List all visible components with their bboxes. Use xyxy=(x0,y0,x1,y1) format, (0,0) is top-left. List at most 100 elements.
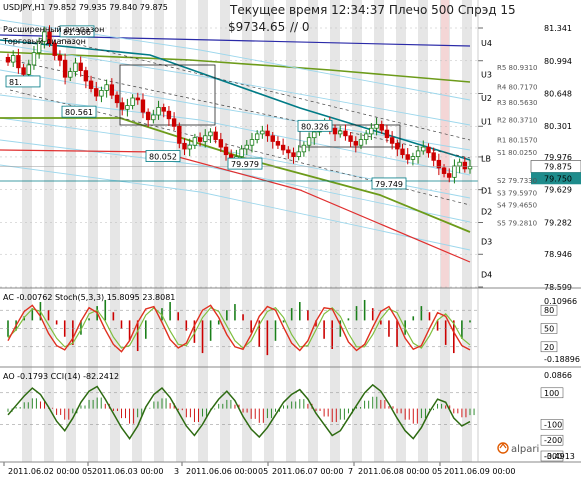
ref-price-box xyxy=(531,172,581,185)
candle-body xyxy=(275,141,281,146)
indicator-line xyxy=(0,94,471,176)
session-band xyxy=(22,0,32,462)
candle-body xyxy=(114,94,120,104)
candle-body xyxy=(99,90,104,97)
candle-body xyxy=(338,130,343,135)
osc2-scale-label: -0.4913 xyxy=(544,452,575,461)
candle-body xyxy=(213,131,218,140)
candle-body xyxy=(94,88,99,97)
candle-body xyxy=(52,42,57,56)
osc2-level-box xyxy=(540,419,564,430)
candle-body xyxy=(395,142,400,150)
overlay-range-2: Торговый диапазон xyxy=(2,37,86,46)
price-tag-box xyxy=(227,157,263,170)
pivot-value-label: S4 79.4650 xyxy=(497,202,537,210)
candle-body xyxy=(21,67,26,75)
candle-body xyxy=(400,148,405,156)
candle-body xyxy=(140,99,146,113)
indicator-line xyxy=(0,51,471,83)
osc2-scale-label: 0.0866 xyxy=(544,371,572,380)
candle-body xyxy=(379,124,384,131)
candle-body xyxy=(426,146,431,154)
pivot-label: U2 xyxy=(481,94,492,103)
price-tag-label: 80.326 xyxy=(301,122,329,131)
candle-body xyxy=(109,84,115,96)
candle-body xyxy=(26,64,31,75)
candle-body xyxy=(218,139,224,148)
candle-body xyxy=(270,135,275,142)
pivot-value-label: R3 80.5630 xyxy=(497,99,538,107)
candle-body xyxy=(447,173,452,178)
osc2-scale-label: -300 xyxy=(544,452,562,461)
candle-body xyxy=(441,167,447,174)
grid-lines: 81.341 80.994 80.648 80.301 79.976 79.629 79.2… xyxy=(0,24,572,292)
candle-body xyxy=(47,31,52,44)
candle-body xyxy=(5,56,11,63)
pivot-value-label: S1 80.0250 xyxy=(497,149,537,157)
time-label: 2011.06.07 00:00 xyxy=(272,467,343,476)
candle-body xyxy=(374,124,379,129)
candle-body xyxy=(343,130,348,137)
stoch-signal-line xyxy=(7,306,471,349)
osc2-scale-label: -100 xyxy=(544,420,562,429)
osc2-scale-label: -200 xyxy=(544,436,562,445)
candle-body xyxy=(348,135,353,142)
candle-body xyxy=(125,105,130,110)
candle-body xyxy=(384,129,390,139)
indicator-line xyxy=(0,139,471,223)
pivot-label: LB xyxy=(481,154,491,163)
osc1-label: AC -0.00762 Stoch(5,3,3) 15.8095 23.8081 xyxy=(3,293,175,302)
pivot-label: U4 xyxy=(481,39,492,48)
candle-body xyxy=(10,55,16,63)
price-tag-label: 80.052 xyxy=(149,153,177,162)
session-band xyxy=(88,0,98,462)
brand-name: alpari xyxy=(511,444,539,455)
stoch-main-line xyxy=(7,304,471,353)
candle-body xyxy=(78,62,83,71)
candle-body xyxy=(239,148,244,157)
equity-value: $9734.65 xyxy=(228,20,285,34)
price-tick-label: 80.994 xyxy=(544,57,572,66)
candle-body xyxy=(171,118,177,127)
time-short-label: 05 xyxy=(82,467,92,476)
session-band xyxy=(242,0,252,462)
candle-body xyxy=(260,130,265,135)
price-tag-box xyxy=(5,75,41,88)
candle-body xyxy=(182,142,187,150)
pivot-value-label: S2 79.7330 xyxy=(497,177,537,185)
candle-body xyxy=(421,146,426,152)
session-band xyxy=(352,0,362,462)
session-band xyxy=(374,0,384,462)
candle-body xyxy=(415,150,421,157)
price-tag-box xyxy=(371,177,407,190)
symbol-ohlc: USDJPY,H1 79.852 79.935 79.840 79.875 xyxy=(3,3,168,12)
pivot-label: U3 xyxy=(481,70,492,79)
candlesticks xyxy=(5,25,473,184)
candle-body xyxy=(369,127,374,135)
osc1-level-box xyxy=(540,341,558,353)
osc1-scale-label: -0.18896 xyxy=(544,355,580,364)
time-label: 2011.06.02 00:00 xyxy=(8,467,79,476)
candle-body xyxy=(286,149,291,154)
candle-body xyxy=(462,161,468,170)
session-band xyxy=(110,0,120,462)
pivot-label: D4 xyxy=(481,271,492,280)
candle-body xyxy=(161,107,166,112)
candle-body xyxy=(452,165,457,178)
pivot-value-label: R5 80.9310 xyxy=(497,64,538,72)
session-band xyxy=(66,0,76,462)
candle-body xyxy=(291,152,296,157)
candle-body xyxy=(36,40,42,54)
candle-body xyxy=(135,97,140,101)
session-band xyxy=(308,0,318,462)
candle-body xyxy=(68,71,73,78)
candle-body xyxy=(42,31,47,42)
session-band xyxy=(264,0,274,462)
price-tag-label: 79.979 xyxy=(231,160,259,169)
candle-body xyxy=(83,70,89,82)
candle-body xyxy=(120,102,125,110)
candle-body xyxy=(405,154,410,160)
